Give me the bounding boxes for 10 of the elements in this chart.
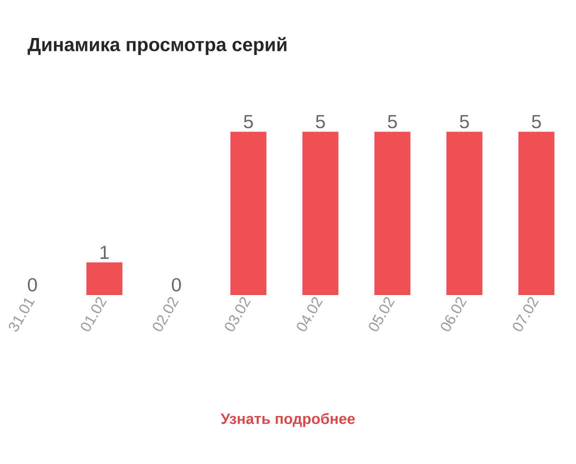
- data-label: 1: [100, 246, 109, 259]
- data-label: 5: [388, 115, 397, 128]
- data-label: 5: [244, 115, 253, 128]
- data-label: 5: [460, 115, 469, 128]
- data-label: 0: [172, 278, 181, 292]
- chart-title: Динамика просмотра серий: [28, 36, 286, 55]
- data-label: 5: [532, 115, 541, 128]
- data-label: 5: [316, 115, 325, 128]
- text: Узнать подробнее: [220, 412, 355, 428]
- data-label: 0: [28, 278, 37, 292]
